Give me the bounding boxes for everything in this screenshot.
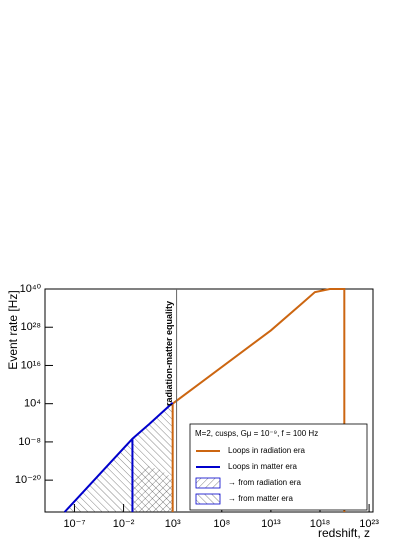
legend-swatch xyxy=(195,477,221,489)
annotation-text: radiation-matter equality xyxy=(164,301,174,406)
y-tick-label: 10⁻²⁰ xyxy=(15,474,42,486)
legend-swatch xyxy=(195,493,221,505)
y-tick-label: 10²⁸ xyxy=(20,321,41,333)
plot-frame xyxy=(44,288,374,513)
legend-label: Loops in radiation era xyxy=(228,446,305,455)
y-axis-label: Event rate [Hz] xyxy=(6,290,20,369)
legend-label: Loops in matter era xyxy=(228,462,297,471)
y-tick-label: 10⁴ xyxy=(24,398,41,410)
hatched-area xyxy=(64,402,173,512)
x-tick-label: 10⁸ xyxy=(213,518,230,530)
legend: M=2, cusps, Gμ = 10⁻⁹, f = 100 Hz Loops i… xyxy=(189,423,368,511)
x-tick-label: 10¹³ xyxy=(261,518,281,530)
x-tick-label: 10⁻⁷ xyxy=(63,518,85,530)
x-axis-label: redshift, z xyxy=(318,526,370,540)
series-line xyxy=(63,401,174,513)
y-tick-label: 10¹⁶ xyxy=(21,359,41,371)
x-tick-label: 10¹⁸ xyxy=(310,518,331,530)
x-tick-label: 10³ xyxy=(165,518,181,530)
y-tick-label: 10⁴⁰ xyxy=(20,283,42,295)
legend-label: → from radiation era xyxy=(228,478,301,487)
x-tick-label: 10²³ xyxy=(359,518,379,530)
legend-title: M=2, cusps, Gμ = 10⁻⁹, f = 100 Hz xyxy=(195,429,318,438)
x-tick-label: 10⁻² xyxy=(113,518,135,530)
series-line xyxy=(171,288,346,512)
y-tick-label: 10⁻⁸ xyxy=(18,436,41,448)
legend-label: → from matter era xyxy=(228,494,293,503)
